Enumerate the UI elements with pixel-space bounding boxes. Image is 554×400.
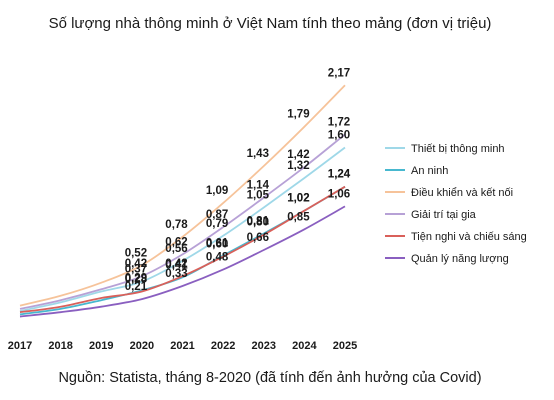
data-label: 0,33 xyxy=(165,268,187,280)
data-label: 1,24 xyxy=(328,169,351,181)
data-label: 0,41 xyxy=(165,259,188,271)
x-tick-label: 2024 xyxy=(292,340,317,352)
x-tick-label: 2019 xyxy=(89,340,113,352)
data-label: 1,43 xyxy=(247,148,269,160)
data-label: 0,61 xyxy=(206,238,229,250)
data-label: 1,14 xyxy=(247,180,270,192)
x-tick-label: 2021 xyxy=(170,340,194,352)
legend: Thiết bị thông minh An ninh Điều khiển và … xyxy=(385,143,527,265)
data-label: 0,66 xyxy=(247,232,269,244)
data-label: 1,02 xyxy=(287,193,309,205)
data-label: 1,06 xyxy=(328,188,350,200)
x-tick-label: 2025 xyxy=(333,340,357,352)
x-axis-ticks: 2017 2018 2019 2020 2021 2022 2023 2024 2025 xyxy=(8,340,357,352)
source-note: Nguồn: Statista, tháng 8-2020 (đã tính đ… xyxy=(58,370,481,386)
data-label: 0,62 xyxy=(165,236,187,248)
legend-label: Thiết bị thông minh xyxy=(411,143,505,155)
data-label: 0,37 xyxy=(125,264,147,276)
data-label: 1,42 xyxy=(287,149,309,161)
series-line-6 xyxy=(19,205,346,318)
data-label: 0,85 xyxy=(287,211,310,223)
data-label: 1,72 xyxy=(328,116,350,128)
legend-label: Giải trí tại gia xyxy=(411,209,477,221)
data-label: 1,02 xyxy=(287,193,309,205)
series-line-4 xyxy=(19,133,346,310)
data-label: 1,60 xyxy=(328,130,350,142)
legend-label: Tiện nghi và chiếu sáng xyxy=(411,231,527,243)
data-label: 0,87 xyxy=(206,209,228,221)
data-label: 1,09 xyxy=(206,185,228,197)
x-tick-label: 2023 xyxy=(252,340,276,352)
data-label: 0,21 xyxy=(125,281,148,293)
data-label: 1,05 xyxy=(247,190,270,202)
data-label: 0,56 xyxy=(165,243,187,255)
x-tick-label: 2017 xyxy=(8,340,32,352)
data-label: 0,81 xyxy=(247,216,270,228)
data-label: 0,79 xyxy=(206,218,228,230)
data-label: 0,42 xyxy=(125,258,147,270)
data-label: 0,28 xyxy=(125,274,148,286)
data-label: 0,48 xyxy=(206,252,229,264)
x-tick-label: 2022 xyxy=(211,340,235,352)
legend-label: An ninh xyxy=(411,165,448,177)
data-label: 1,32 xyxy=(287,160,309,172)
data-label: 0,80 xyxy=(247,217,269,229)
data-label: 0,29 xyxy=(125,272,147,284)
data-label: 1,79 xyxy=(287,109,309,121)
chart-title: Số lượng nhà thông minh ở Việt Nam tính … xyxy=(49,15,492,32)
data-label: 0,52 xyxy=(125,247,147,259)
legend-label: Quản lý năng lượng xyxy=(411,253,509,265)
data-label: 0,42 xyxy=(165,258,187,270)
series-lines xyxy=(19,84,346,318)
x-tick-label: 2020 xyxy=(130,340,154,352)
series-line-1 xyxy=(19,146,346,312)
data-label: 2,17 xyxy=(328,67,350,79)
data-labels: 0,37 0,56 0,79 1,05 1,32 1,60 0,29 0,41 0,61 0,81… xyxy=(125,67,351,293)
data-label: 0,60 xyxy=(206,239,228,251)
data-label: 0,78 xyxy=(165,219,188,231)
series-line-3 xyxy=(19,84,346,307)
legend-label: Điều khiển và kết nối xyxy=(411,187,513,199)
series-line-5 xyxy=(19,185,346,314)
data-label: 1,24 xyxy=(328,169,351,181)
x-tick-label: 2018 xyxy=(48,340,72,352)
